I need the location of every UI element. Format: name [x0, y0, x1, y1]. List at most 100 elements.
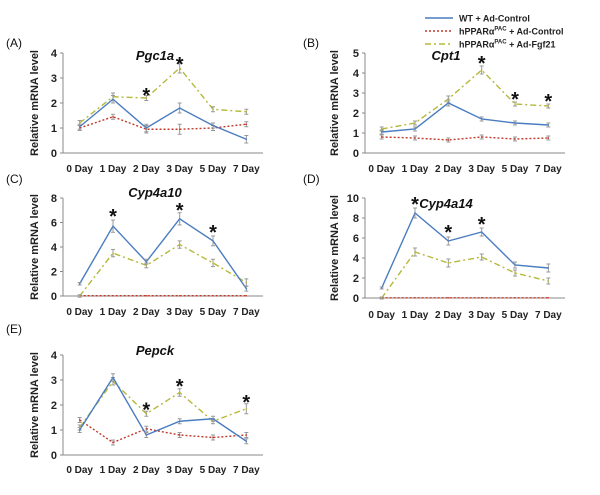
series-pac_ctrl — [379, 134, 551, 143]
series-pac_fgf — [379, 65, 551, 132]
data-point — [78, 122, 81, 124]
x-tick-label: 3 Day — [468, 310, 495, 321]
y-tick-label: 1 — [51, 123, 57, 135]
x-tick-label: 1 Day — [402, 310, 429, 321]
significance-star: * — [242, 392, 250, 414]
y-tick-label: 2 — [353, 108, 359, 120]
series-wt — [77, 95, 249, 144]
series-line — [79, 419, 247, 444]
data-point — [414, 251, 416, 253]
data-point — [78, 429, 81, 431]
chart-title: Cyp4a10 — [128, 185, 182, 200]
significance-star: * — [478, 214, 486, 236]
data-point — [514, 264, 516, 266]
significance-star: * — [478, 53, 486, 75]
data-point — [178, 391, 181, 394]
x-tick-label: 1 Day — [402, 164, 429, 175]
series-pac_ctrl — [77, 417, 249, 446]
y-tick-label: 0 — [51, 450, 57, 462]
series-line — [381, 102, 549, 133]
x-tick-label: 3 Day — [468, 164, 495, 175]
data-point — [514, 138, 516, 140]
significance-star: * — [142, 400, 150, 422]
series-pac_fgf — [77, 62, 249, 126]
data-point — [78, 419, 81, 421]
x-tick-label: 7 Day — [535, 310, 562, 321]
panel-label: (C) — [6, 172, 23, 186]
y-tick-label: 2 — [353, 273, 359, 285]
data-point — [112, 376, 114, 379]
y-tick-label: 2 — [51, 98, 57, 110]
y-axis-label: Relative mRNA level — [29, 194, 41, 300]
significance-star: * — [109, 206, 117, 228]
x-tick-label: 0 Day — [66, 164, 93, 175]
data-point — [245, 110, 248, 113]
data-point — [480, 136, 483, 138]
x-tick-label: 7 Day — [233, 307, 260, 318]
data-point — [245, 138, 248, 141]
data-point — [145, 127, 148, 129]
x-tick-label: 2 Day — [435, 164, 462, 175]
data-point — [547, 297, 550, 299]
legend-label: hPPARαPAC + Ad-Fgf21 — [459, 40, 556, 50]
data-point — [178, 294, 181, 297]
data-point — [112, 225, 114, 227]
data-point — [380, 297, 383, 299]
y-axis-label: Relative mRNA level — [329, 195, 341, 301]
series-wt — [379, 207, 551, 290]
data-point — [245, 407, 248, 410]
data-point — [212, 417, 214, 420]
data-point — [547, 105, 550, 107]
data-point — [547, 137, 550, 139]
data-point — [380, 287, 383, 289]
y-axis-label: Relative mRNA level — [29, 352, 41, 458]
series-pac_fgf — [77, 377, 249, 431]
data-point — [514, 272, 516, 274]
data-point — [414, 128, 416, 130]
panel-label: (B) — [303, 36, 319, 50]
significance-star: * — [209, 222, 217, 244]
legend-label: hPPARαPAC + Ad-Control — [459, 27, 564, 37]
series-line — [381, 251, 549, 299]
data-point — [112, 441, 114, 444]
series-wt — [379, 99, 551, 135]
data-point — [447, 102, 450, 104]
x-tick-label: 7 Day — [233, 164, 260, 175]
data-point — [480, 256, 483, 258]
y-tick-label: 8 — [353, 213, 359, 225]
x-tick-label: 2 Day — [435, 310, 462, 321]
y-tick-label: 4 — [51, 350, 58, 362]
data-point — [78, 295, 81, 297]
x-tick-label: 5 Day — [502, 164, 529, 175]
panel-4: (D) Cyp4a14 Relative mRNA level 0 2 4 6 8 10 0 Da… — [303, 172, 565, 321]
panel-label: (E) — [6, 322, 22, 336]
significance-star: * — [544, 91, 552, 113]
data-point — [178, 434, 181, 436]
data-point — [514, 122, 516, 124]
series-pac_fgf — [77, 240, 249, 298]
x-tick-label: 5 Day — [502, 310, 529, 321]
data-point — [212, 124, 214, 127]
y-tick-label: 0 — [51, 148, 57, 160]
panels-layer: (A) Pgc1a Relative mRNA level 0 1 2 3 4 0 Day 1 D… — [6, 36, 565, 476]
y-tick-label: 0 — [353, 148, 359, 160]
y-tick-label: 4 — [51, 242, 58, 254]
y-tick-label: 4 — [51, 48, 58, 60]
data-point — [447, 240, 450, 242]
y-tick-label: 5 — [353, 48, 359, 60]
panel-label: (A) — [6, 36, 22, 50]
x-tick-label: 2 Day — [133, 465, 160, 476]
data-point — [514, 103, 516, 105]
data-point — [245, 294, 248, 297]
data-point — [212, 436, 214, 439]
series-line — [79, 98, 247, 140]
data-point — [112, 98, 114, 101]
x-tick-label: 3 Day — [166, 307, 193, 318]
data-point — [78, 125, 81, 128]
data-point — [414, 297, 416, 299]
series-line — [79, 243, 247, 297]
x-tick-label: 5 Day — [200, 307, 227, 318]
y-tick-label: 6 — [353, 233, 359, 245]
data-point — [178, 420, 181, 423]
y-tick-label: 10 — [347, 193, 359, 205]
